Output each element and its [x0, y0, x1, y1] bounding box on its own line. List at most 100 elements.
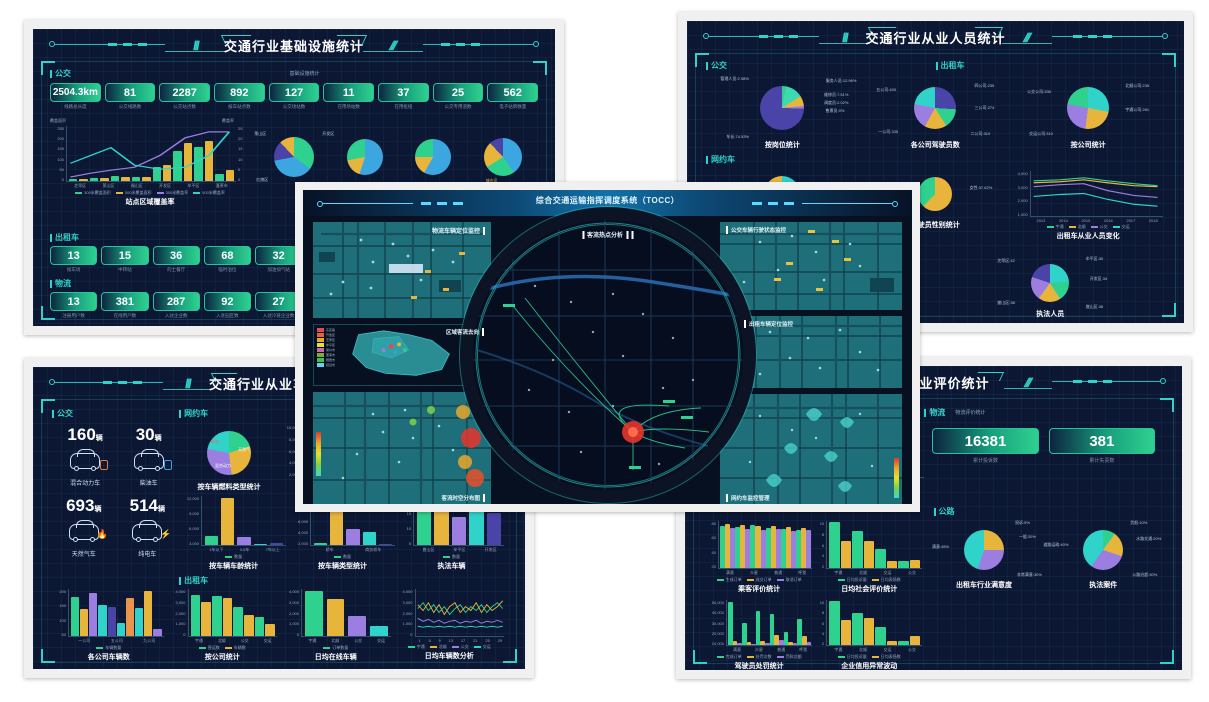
eval-kpi-card[interactable]: 16381 累计投诉数 [932, 428, 1039, 502]
header-dash-4 [1103, 380, 1112, 383]
chart-coverage[interactable]: 覆盖面积 覆盖率 250 200 150 100 50 0 [50, 118, 250, 226]
kpi-card[interactable]: 36 的士餐厅 [152, 246, 200, 273]
kpi-card[interactable]: 81 公交线路数 [104, 83, 156, 110]
kpi-card[interactable]: 11 在用场站数 [323, 83, 375, 110]
chart-legend: 完成订单 处罚次数 罚款总额 [704, 654, 814, 660]
legend-item: 北顺 [429, 644, 447, 650]
chart-vehicle-age[interactable]: 12,000 9,000 6,000 3,000 [179, 496, 288, 571]
kpi-card[interactable]: 13 候车场 [50, 246, 98, 273]
kpi-card[interactable]: 127 公交场站数 [268, 83, 320, 110]
kpi-card[interactable]: 25 公交专用道数 [432, 83, 484, 110]
map-taxi-monitor[interactable]: 出租车辆定位监控 [720, 316, 902, 388]
chart-daily-online[interactable]: 4,000 3,000 2,000 1,000 0 [279, 589, 393, 662]
kpi-card[interactable]: 892 候车站点数 [214, 83, 265, 110]
chart-taxi-satisfaction[interactable]: 投诉:5% 一般:20% 满意:45% 非常满意:30% 出租车行业满意度 [924, 520, 1043, 594]
kpi-card[interactable]: 2504.3km 线路总长度 [50, 83, 101, 110]
panel-infrastructure[interactable]: \\\ 交通行业基础设施统计 /// 公交 基础设施统计 [24, 20, 564, 335]
chart-title: 日均社会评价统计 [841, 586, 898, 593]
ytick: 200 [59, 589, 66, 594]
kpi-card[interactable]: 2287 公交站点数 [159, 83, 211, 110]
chart-drivers-per-company[interactable]: 五公司:400 四公司:235 三公司:274 二公司:310 一公司:335 … [859, 77, 1012, 150]
chart-daily-vehicle-analysis[interactable]: 4,000 3,000 2,000 1,000 0 [393, 589, 507, 662]
kpi-card[interactable]: 13 注册用户数 [50, 292, 98, 319]
xtick: 交运 [377, 638, 386, 643]
panel-tocc[interactable]: 综合交通运输指挥调度系统（TOCC） [295, 182, 920, 512]
kpi-card[interactable]: 381 在线用户数 [101, 292, 149, 319]
header-dot-left [49, 41, 55, 47]
chart-driver-penalty[interactable]: 50,000 40,000 30,000 20,000 10,000 [704, 600, 814, 670]
xtick: 满意 [726, 570, 735, 575]
section-label-taxi: 出租车 [50, 232, 538, 243]
ytick: 10 [406, 526, 412, 531]
xtick: 北顺 [331, 638, 340, 643]
radar-hotspot-map[interactable]: 客流热点分析 [472, 220, 743, 490]
coverage-ylabel-right: 覆盖率 [222, 118, 234, 123]
ytick: 8 [821, 531, 825, 537]
ytick: 8 [821, 610, 825, 616]
pie-label: 非常满意:30% [1016, 572, 1042, 577]
vehicle-count-card[interactable]: 30辆 柴油车 [133, 425, 172, 492]
header-dash-2 [774, 35, 783, 38]
ytick: 8,000 [288, 436, 299, 442]
pie-chart: 货船:10% 道路运政:40% 水路交通:20% 公路治超:30% [1043, 520, 1161, 577]
xtick: 21 [473, 638, 478, 643]
ytick: 2 [821, 641, 825, 646]
kpi-card[interactable]: 37 在用枢纽 [378, 83, 429, 110]
kpi-card[interactable]: 15 中转站 [101, 246, 149, 273]
pie-label: 崑山区:36 [1085, 304, 1104, 309]
chart-passenger-eval[interactable]: 80 60 40 20 [704, 521, 814, 594]
header-dash-5 [1088, 380, 1097, 383]
xtick: 呼我 [799, 647, 808, 652]
pie-label: 混合动力 [215, 463, 232, 468]
kpi-value: 25 [432, 83, 484, 102]
chart-enforcement-staff[interactable]: 芝罘区:42 牟平区:30 开发区:34 崑山区:36 崑山区:38 执法人员 [936, 256, 1166, 319]
header-dash-6 [1073, 35, 1082, 38]
map-netcar-monitor[interactable]: 网约车监控管理 [720, 394, 902, 504]
pie-chart: 投诉:5% 一般:20% 满意:45% 非常满意:30% [932, 520, 1042, 577]
pie-label: 交运公司:310 [1029, 131, 1053, 136]
chart-daily-social-eval[interactable]: 10 8 6 4 2 [814, 521, 924, 594]
map-heatmap[interactable]: 客流时空分布图 [313, 392, 491, 504]
chart-by-company[interactable]: 公交公司:335 北顺公司:235 宇通公司:281 交运公司:310 按公司统… [1012, 77, 1165, 150]
kpi-card[interactable]: 32 加油加气站 [255, 246, 303, 273]
header-dash-5 [768, 202, 778, 205]
chart-enforcement-cases[interactable]: 货船:10% 道路运政:40% 水路交通:20% 公路治超:30% 执法案件 [1043, 520, 1163, 594]
chart-company-vehicles[interactable]: 200 150 100 50 [52, 589, 166, 662]
eval-kpi-card[interactable]: 381 累计失责数 [1048, 428, 1155, 502]
map-logistics-monitor[interactable]: 物流车辆定位监控 [313, 222, 491, 318]
ytick: 30,000 [711, 620, 724, 626]
vehicle-count-unit: 辆 [154, 435, 162, 442]
map-bus-monitor[interactable]: 公交车辆行驶状态监控 [720, 222, 902, 310]
vehicle-count-value: 693 [66, 496, 95, 515]
pie-label: 维修员:7.51% [823, 92, 849, 97]
xtick: 普通 [774, 570, 783, 575]
chart-credit-fluctuation[interactable]: 10 8 6 4 2 [814, 600, 924, 670]
vehicle-count-unit: 辆 [94, 506, 102, 513]
car-electric-icon [132, 520, 163, 542]
kpi-card[interactable]: 68 临时泊位 [203, 246, 251, 273]
xtick: 宇通 [834, 647, 843, 652]
kpi-card[interactable]: 287 入驻企业数 [152, 292, 200, 319]
legend-item: 数量 [334, 554, 351, 560]
xtick: 1 [418, 638, 421, 643]
ytick: 10 [238, 156, 243, 162]
ytick: 4,000 [288, 589, 299, 594]
kpi-card[interactable]: 92 入驻园区数 [203, 292, 251, 319]
chart-fuel-type[interactable]: 柴油 天然气 混合动力 按车辆燃料类型统计 [179, 425, 279, 492]
ytick: 20 [711, 563, 716, 569]
xtick: 13 [448, 638, 453, 643]
vehicle-count-card[interactable]: 514辆 ⚡ 纯电车 [130, 496, 172, 571]
chart-by-company-stats[interactable]: 4,000 3,000 2,000 1,000 0 [166, 589, 280, 662]
kpi-value: 92 [203, 292, 251, 311]
chart-gender[interactable]: 女性:37.62% 驾驶员性别统计 [859, 169, 1012, 241]
vehicle-count-card[interactable]: 693辆 🔥 天然气车 [66, 496, 108, 571]
xtick: 五公司 [110, 638, 123, 643]
chart-taxi-staff-trend[interactable]: 4,000 3,000 2,000 1,000 [1012, 169, 1165, 241]
vehicle-count-card[interactable]: 160辆 混合动力车 [67, 425, 109, 492]
kpi-label: 累计失责数 [1089, 458, 1115, 464]
ytick: 1,000 [402, 621, 413, 627]
header-dot-left [49, 379, 55, 385]
kpi-card[interactable]: 562 电子站牌数量 [487, 83, 539, 110]
chart-by-post[interactable]: 管理人员:2.98% 服务人员:12.96% 维修员:7.51% 调度员:2.0… [706, 76, 859, 150]
map-region-flow[interactable]: 东区路 开发区 芝罘区 牟平区 莱州市 蓬莱市 栖霞市 招远市 区域客流去向 [313, 324, 491, 386]
